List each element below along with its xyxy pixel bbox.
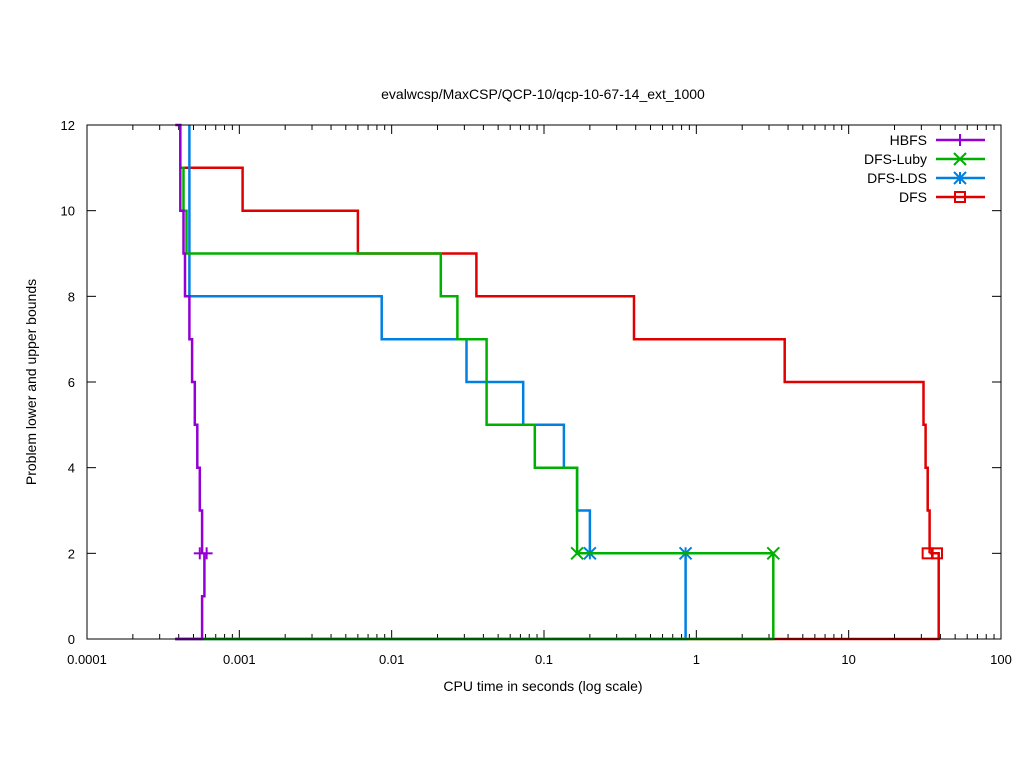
series-hbfs-upper-bound xyxy=(175,123,204,554)
series-hbfs-point xyxy=(200,547,213,560)
y-tick-label: 6 xyxy=(68,375,75,390)
x-tick-label: 10 xyxy=(841,652,855,667)
y-tick-labels: 0 2 4 6 8 10 12 xyxy=(61,118,75,647)
y-tick-label: 2 xyxy=(68,546,75,561)
x-tick-label: 0.01 xyxy=(379,652,404,667)
legend-label: DFS-Luby xyxy=(864,151,927,167)
legend-item-dfs-luby: DFS-Luby xyxy=(864,151,985,167)
chart-title: evalwcsp/MaxCSP/QCP-10/qcp-10-67-14_ext_… xyxy=(381,86,705,102)
y-axis-label: Problem lower and upper bounds xyxy=(23,279,39,485)
x-axis-label: CPU time in seconds (log scale) xyxy=(443,678,642,694)
series-dfs-upper-bound xyxy=(180,166,931,554)
series-dfs-lds-lower-bound xyxy=(175,553,687,641)
series-dfs-luby-point xyxy=(766,546,780,561)
y-tick-label: 0 xyxy=(68,632,75,647)
legend-marker xyxy=(953,171,967,185)
series-hbfs-lower-bound xyxy=(175,553,206,641)
legend-item-dfs-lds: DFS-LDS xyxy=(867,170,985,186)
x-tick-label: 0.001 xyxy=(223,652,256,667)
x-tick-labels: 0.0001 0.001 0.01 0.1 1 10 100 xyxy=(67,652,1012,667)
series-dfs-lower-bound xyxy=(175,552,940,641)
x-tick-label: 1 xyxy=(693,652,700,667)
y-tick-label: 12 xyxy=(61,118,75,133)
series-dfs-lds-upper-bound xyxy=(188,125,686,555)
series-dfs-luby-lower-bound xyxy=(175,553,775,641)
legend-marker xyxy=(954,191,966,203)
x-tick-label: 0.1 xyxy=(535,652,553,667)
y-tick-label: 10 xyxy=(61,204,75,219)
legend: HBFS DFS-Luby DFS-LDS DFS xyxy=(864,132,985,205)
series-dfs-luby-point xyxy=(570,546,584,561)
legend-marker xyxy=(953,152,967,166)
series-layer xyxy=(175,123,943,641)
plot-frame xyxy=(86,124,1002,640)
series-dfs-point xyxy=(930,547,943,560)
legend-marker xyxy=(954,134,966,146)
y-tick-label: 4 xyxy=(68,461,75,476)
legend-item-hbfs: HBFS xyxy=(890,132,985,148)
legend-item-dfs: DFS xyxy=(899,189,985,205)
x-tick-label: 100 xyxy=(990,652,1012,667)
series-dfs-luby-upper-bound xyxy=(179,125,774,555)
legend-label: DFS xyxy=(899,189,927,205)
x-tick-label: 0.0001 xyxy=(67,652,107,667)
legend-label: HBFS xyxy=(890,132,927,148)
y-tick-label: 8 xyxy=(68,289,75,304)
plot-area xyxy=(86,123,1002,641)
legend-label: DFS-LDS xyxy=(867,170,927,186)
